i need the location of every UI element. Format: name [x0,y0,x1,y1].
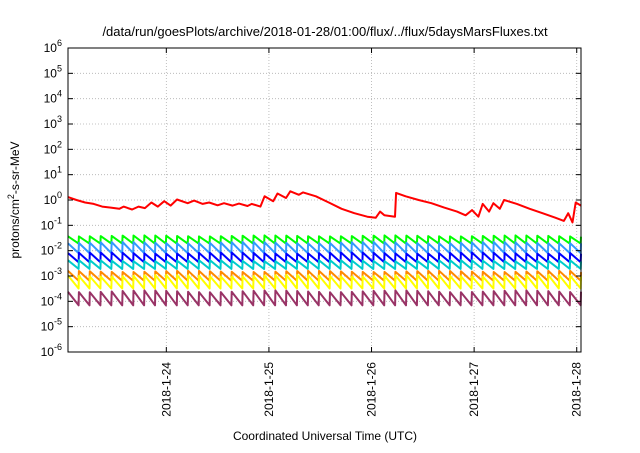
y-tick-label: 10-1 [41,215,62,232]
x-tick-label: 2018-1-24 [159,362,173,417]
y-tick-label: 10-5 [41,317,62,334]
y-tick-label: 105 [44,63,62,80]
x-tick-label: 2018-1-27 [467,362,481,417]
series-line [67,241,582,255]
y-tick-label: 102 [44,139,62,156]
x-tick-label: 2018-1-28 [570,362,584,417]
x-axis-label: Coordinated Universal Time (UTC) [233,429,417,443]
y-axis-label: protons/cm2-s-sr-MeV [6,141,22,258]
x-tick-label: 2018-1-25 [262,362,276,417]
y-tick-label: 10-4 [41,291,62,308]
y-tick-label: 106 [44,38,62,55]
series-line [67,274,582,290]
series-line [67,190,582,224]
x-tick-label: 2018-1-26 [365,362,379,417]
series-line [67,259,582,270]
y-axis-ticks: 106 105 104 103 102 101 100 10-1 10-2 10-3 10-4 10-… [41,38,581,359]
x-axis-ticks: 2018-1-24 2018-1-25 2018-1-26 2018-1-27 2018… [159,48,584,417]
y-tick-label: 104 [44,89,62,106]
y-tick-label: 10-6 [41,342,62,359]
chart-title: /data/run/goesPlots/archive/2018-01-28/0… [102,24,548,39]
y-tick-label: 10-3 [41,266,62,283]
series-layer [67,190,582,307]
series-line [67,289,582,307]
y-tick-label: 10-2 [41,241,62,258]
y-tick-label: 101 [44,165,62,182]
y-tick-label: 103 [44,114,62,131]
y-tick-label: 100 [44,190,62,207]
